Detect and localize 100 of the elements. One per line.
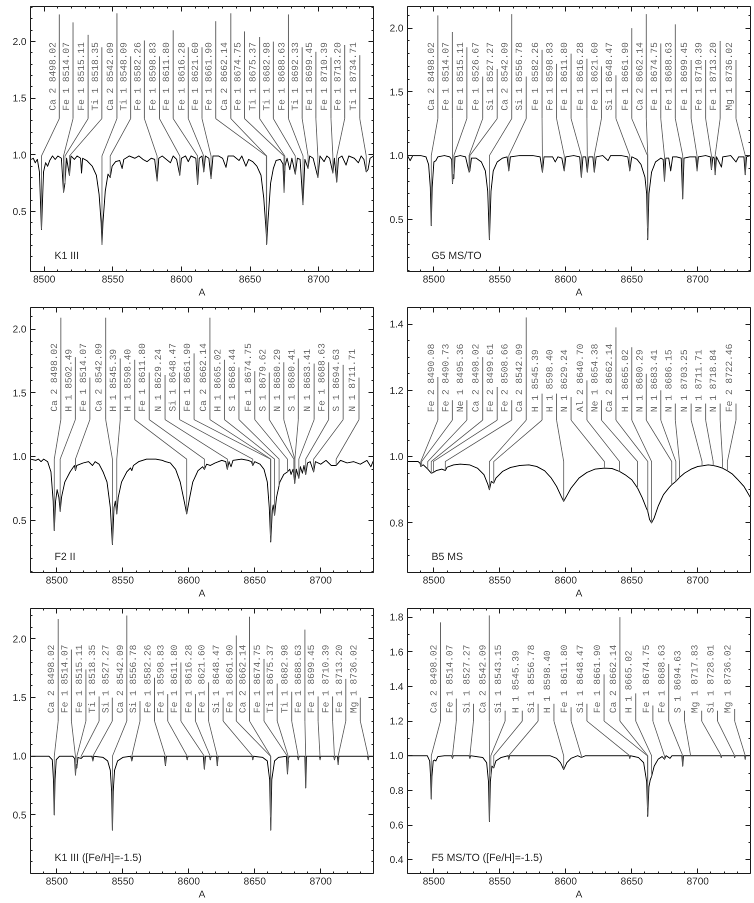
annotation: N 1 8680.29	[272, 348, 283, 412]
x-tick-label: 8550	[112, 876, 134, 888]
annotation: N 1 8683.41	[648, 349, 660, 412]
y-tick-label: 1.0	[12, 752, 27, 763]
annotation: Ti 1 8692.33	[290, 42, 302, 111]
annotation: Fe 1 8515.11	[74, 644, 85, 714]
x-tick-label: 8700	[307, 274, 330, 286]
annotation: Fe 1 8688.63	[292, 644, 304, 714]
annotation: Ca 2 8498.02	[48, 342, 60, 412]
annotation: Fe 1 8514.07	[78, 343, 89, 412]
annotation: Ti 1 8518.35	[90, 42, 101, 111]
annotation: Fe 1 8710.39	[318, 42, 330, 111]
annotation: H 1 8545.39	[510, 650, 522, 714]
annotation: H 1 8502.49	[63, 348, 74, 412]
text: K1 III ([Fe/H]=-1.5)	[54, 852, 142, 864]
annotation: Ne 1 8495.36	[454, 343, 466, 412]
annotation: Si 1 8527.27	[100, 644, 112, 714]
annotation: Fe 1 8688.63	[663, 42, 674, 111]
annotation: Mg 1 8717.83	[690, 644, 701, 714]
annotation: Fe 1 8598.83	[147, 42, 158, 111]
annotation: Si 1 8556.78	[514, 42, 526, 111]
annotation: Fe 1 8674.75	[640, 644, 652, 714]
annotation: Ca 2 8498.02	[428, 644, 440, 714]
annotation: Ca 2 8542.09	[94, 342, 105, 412]
annotation: Fe 1 8514.07	[61, 42, 72, 111]
annotation: Fe 1 8674.75	[242, 342, 254, 412]
annotation: Fe 1 8616.28	[574, 42, 586, 111]
x-tick-label: 8650	[620, 876, 644, 888]
annotation: Si 1 8648.47	[574, 644, 586, 714]
annotation: Fe 2 8490.08	[426, 343, 437, 412]
annotation: Si 1 8648.47	[604, 42, 615, 111]
annotation: Fe 1 8699.45	[679, 42, 690, 111]
annotation: Fe 1 8674.75	[648, 42, 660, 111]
annotation: Fe 2 8499.61	[485, 343, 496, 412]
y-tick-label: 1.2	[390, 716, 404, 728]
y-tick-label: 2.0	[12, 634, 27, 646]
annotation: Mg 1 8736.02	[722, 644, 734, 714]
x-tick-label: 8700	[686, 274, 710, 286]
x-tick-label: 8550	[102, 274, 124, 286]
x-tick-label: 8600	[554, 876, 578, 888]
annotation: N 1 8718.84	[708, 349, 720, 412]
annotation: Ne 1 8654.38	[589, 343, 600, 412]
y-tick-label: 1.2	[390, 386, 404, 397]
annotation: Fe 1 8582.26	[530, 42, 542, 111]
annotation: Ca 2 8498.02	[46, 644, 58, 714]
x-tick-label: 8650	[244, 576, 266, 586]
annotation: H 1 8598.40	[544, 349, 556, 412]
annotation: Fe 1 8661.90	[224, 644, 236, 714]
annotation: Ca 2 8662.14	[198, 342, 209, 412]
x-axis-title: A	[576, 890, 583, 900]
annotation: Si 1 8556.78	[128, 644, 139, 714]
annotation: Fe 1 8688.63	[276, 42, 288, 111]
x-tick-label: 8700	[686, 576, 710, 586]
annotation: Ca 2 8498.02	[426, 42, 437, 111]
annotation: Fe 1 8515.11	[76, 42, 88, 111]
annotation: H 1 8665.02	[624, 650, 635, 714]
annotation: Fe 1 8515.11	[454, 42, 466, 111]
y-tick-label: 2.0	[12, 324, 27, 336]
annotation: Fe 1 8713.20	[708, 42, 720, 111]
annotation: Fe 1 8514.07	[444, 644, 456, 714]
y-tick-label: 2.0	[12, 37, 27, 48]
x-tick-label: 8500	[422, 274, 446, 286]
x-tick-label: 8600	[554, 576, 578, 586]
y-tick-label: 1.0	[12, 150, 27, 162]
y-tick-label: 0.4	[390, 855, 404, 866]
y-tick-label: 1.5	[12, 94, 27, 105]
annotation: H 1 8545.39	[530, 349, 542, 412]
annotation: N 1 8683.41	[302, 348, 314, 412]
annotation: Fe 1 8621.60	[196, 644, 208, 714]
y-tick-label: 0.5	[390, 214, 404, 226]
annotation: S 1 8680.41	[286, 348, 298, 412]
y-tick-label: 0.6	[390, 820, 404, 832]
y-tick-label: 1.5	[12, 693, 27, 704]
annotation: Fe 1 8699.45	[304, 42, 315, 111]
annotation: N 1 8711.71	[346, 348, 358, 412]
annotation: H 1 8598.40	[542, 650, 553, 714]
annotation: H 1 8545.39	[108, 348, 120, 412]
annotation: Fe 1 8611.80	[161, 42, 172, 111]
annotation: Fe 1 8611.80	[168, 644, 180, 714]
annotation: Fe 1 8674.75	[252, 644, 264, 714]
annotation: Ti 1 8682.98	[261, 42, 272, 111]
annotation: Ti 1 8518.35	[87, 644, 98, 714]
x-tick-label: 8700	[310, 576, 332, 586]
annotation: Ca 2 8662.14	[604, 343, 615, 412]
annotation: Ca 2 8662.14	[218, 42, 230, 111]
y-tick-label: 1.0	[390, 452, 404, 464]
x-axis-title: A	[198, 288, 206, 298]
annotation: H 1 8665.02	[620, 349, 631, 412]
annotation: Ca 2 8662.14	[237, 644, 248, 714]
x-tick-label: 8500	[46, 876, 68, 888]
y-tick-label: 0.8	[390, 518, 404, 530]
x-tick-label: 8500	[422, 576, 446, 586]
annotation: H 1 8598.40	[122, 348, 134, 412]
y-tick-label: 1.8	[390, 612, 404, 624]
annotation: Fe 1 8688.63	[656, 644, 668, 714]
x-tick-label: 8500	[33, 274, 56, 286]
y-tick-label: 1.0	[390, 151, 404, 162]
x-tick-label: 8650	[244, 876, 266, 888]
text: F2 II	[54, 551, 76, 564]
annotation: Fe 1 8621.60	[589, 42, 600, 111]
